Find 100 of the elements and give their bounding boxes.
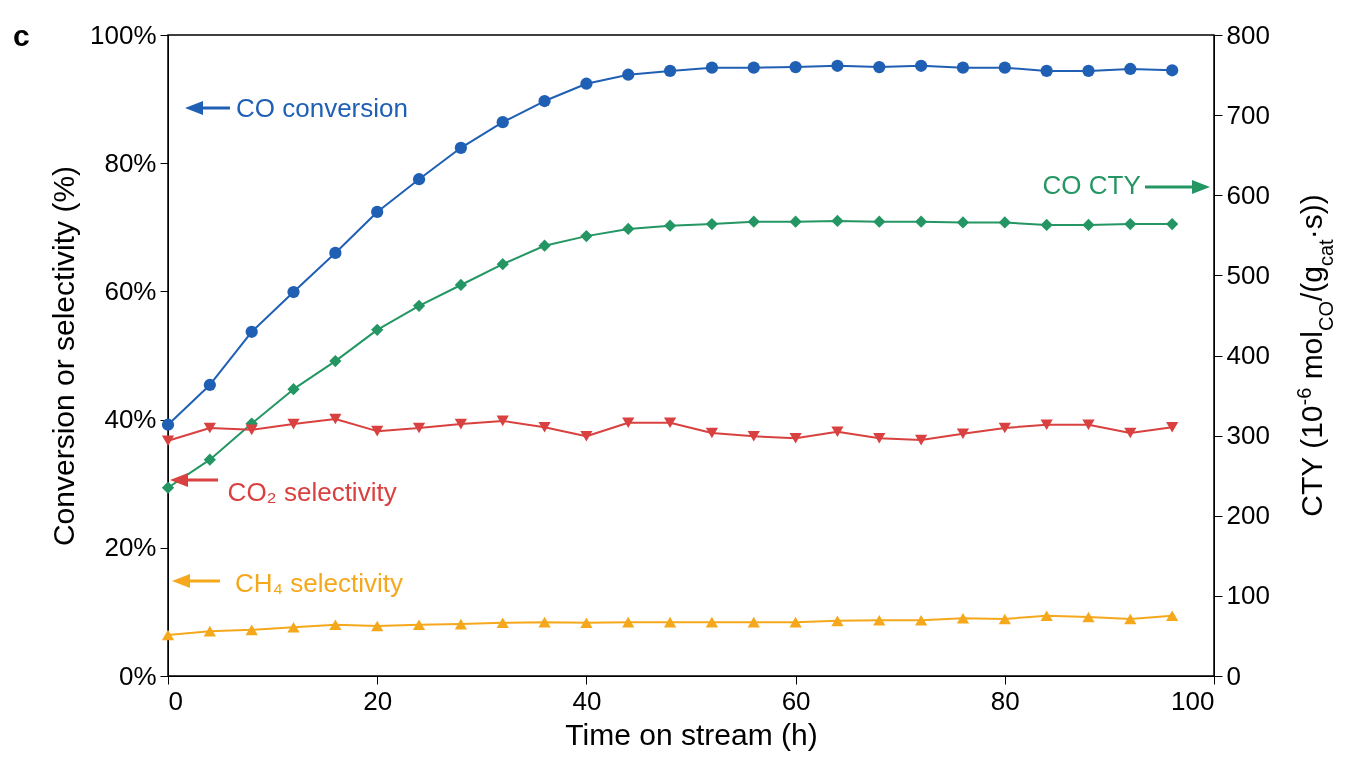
y2-tick-label: 200 bbox=[1226, 500, 1270, 531]
series-label: CO CTY bbox=[1042, 170, 1141, 201]
point bbox=[161, 418, 175, 431]
x-tick-label: 20 bbox=[363, 685, 393, 716]
point bbox=[580, 229, 593, 243]
point bbox=[831, 426, 844, 438]
point bbox=[287, 621, 300, 633]
point bbox=[496, 617, 509, 629]
point bbox=[998, 216, 1011, 229]
point bbox=[747, 430, 760, 442]
point bbox=[789, 60, 802, 74]
point bbox=[245, 424, 258, 436]
point bbox=[580, 77, 593, 90]
point bbox=[873, 614, 886, 626]
point bbox=[203, 625, 216, 637]
y2-tick-label: 700 bbox=[1226, 99, 1270, 130]
point bbox=[1124, 62, 1137, 76]
point bbox=[1040, 218, 1053, 232]
y-axis-title: Conversion or selectivity (%) bbox=[47, 165, 80, 547]
point bbox=[412, 619, 426, 631]
point bbox=[663, 64, 677, 78]
point bbox=[622, 417, 635, 429]
y-tick-label: 20% bbox=[104, 532, 157, 563]
point bbox=[287, 285, 300, 299]
point bbox=[873, 215, 886, 228]
point bbox=[161, 481, 175, 494]
point bbox=[1166, 610, 1179, 622]
point bbox=[622, 616, 635, 628]
point bbox=[287, 418, 300, 430]
point bbox=[371, 620, 384, 632]
point bbox=[1166, 64, 1179, 77]
point bbox=[956, 61, 970, 74]
x-tick-label: 60 bbox=[781, 685, 811, 716]
point bbox=[998, 61, 1011, 74]
point bbox=[245, 325, 258, 338]
point bbox=[789, 432, 802, 444]
point bbox=[245, 624, 258, 636]
point bbox=[454, 278, 467, 292]
point bbox=[1082, 419, 1095, 431]
x-tick-label: 100 bbox=[1171, 685, 1215, 716]
point bbox=[1124, 217, 1137, 231]
x-axis-title: Time on stream (h) bbox=[565, 717, 818, 751]
y-tick-label: 40% bbox=[104, 404, 157, 435]
point bbox=[956, 216, 970, 229]
point bbox=[371, 205, 384, 219]
point bbox=[1166, 217, 1179, 231]
point bbox=[915, 215, 928, 228]
point bbox=[1040, 610, 1053, 622]
point bbox=[580, 617, 593, 629]
y2-tick-label: 100 bbox=[1226, 580, 1270, 611]
point bbox=[496, 258, 509, 271]
point bbox=[329, 413, 342, 425]
point bbox=[956, 428, 970, 439]
point bbox=[203, 422, 216, 434]
point bbox=[371, 323, 384, 336]
point bbox=[1166, 421, 1179, 433]
point bbox=[454, 141, 467, 154]
y2-tick-label: 400 bbox=[1226, 340, 1270, 370]
y-tick-label: 0% bbox=[118, 660, 157, 691]
point bbox=[538, 421, 551, 433]
y2-tick-label: 500 bbox=[1226, 259, 1270, 290]
point bbox=[1040, 64, 1053, 78]
point bbox=[329, 246, 342, 260]
point bbox=[538, 239, 551, 252]
point bbox=[161, 435, 175, 447]
point bbox=[454, 618, 467, 630]
point bbox=[956, 613, 970, 624]
chart-title: c bbox=[13, 19, 30, 52]
point bbox=[747, 61, 760, 74]
point bbox=[705, 427, 719, 439]
y2-tick-label: 800 bbox=[1226, 19, 1270, 50]
x-tick-label: 80 bbox=[990, 685, 1020, 716]
point bbox=[915, 434, 928, 446]
point bbox=[1040, 419, 1053, 431]
point bbox=[454, 418, 467, 430]
point bbox=[915, 59, 928, 72]
point bbox=[789, 616, 802, 628]
point bbox=[747, 215, 760, 228]
point bbox=[915, 614, 928, 626]
point bbox=[538, 94, 551, 108]
point bbox=[580, 430, 593, 442]
y2-tick-label: 600 bbox=[1226, 179, 1270, 210]
point bbox=[1082, 611, 1095, 623]
point bbox=[998, 422, 1011, 434]
point bbox=[622, 68, 635, 81]
legend-label: CO₂ selectivity bbox=[227, 476, 397, 507]
x-tick-label: 0 bbox=[168, 685, 183, 716]
point bbox=[203, 453, 216, 466]
point bbox=[705, 217, 719, 231]
point bbox=[705, 61, 719, 74]
point bbox=[496, 415, 509, 427]
y-tick-label: 100% bbox=[90, 19, 157, 50]
point bbox=[1124, 427, 1137, 439]
point bbox=[998, 613, 1011, 625]
y2-tick-label: 0 bbox=[1226, 660, 1241, 691]
point bbox=[496, 116, 509, 129]
point bbox=[1082, 218, 1095, 232]
x-tick-label: 40 bbox=[572, 685, 602, 716]
point bbox=[203, 378, 216, 392]
point bbox=[371, 425, 384, 437]
